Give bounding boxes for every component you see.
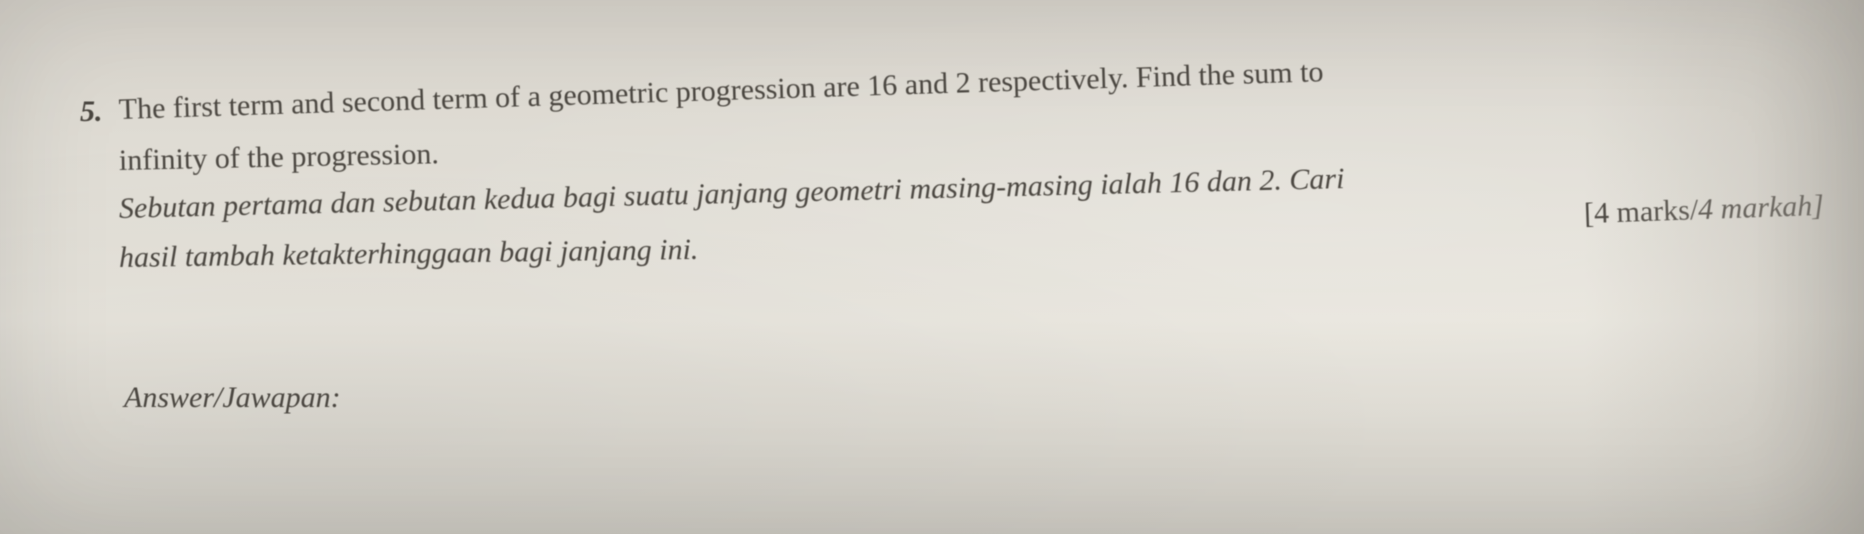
marks-malay: 4 markah] [1698,189,1825,226]
answer-label-malay: Jawapan: [222,381,340,414]
question-block: 5. The first term and second term of a g… [80,95,1804,281]
exam-question-content: 5. The first term and second term of a g… [0,0,1864,415]
answer-label-english: Answer [124,381,214,414]
marks-english: [4 marks [1583,194,1690,231]
answer-label: Answer/Jawapan: [124,381,1804,415]
question-number: 5. [80,95,103,129]
question-body: The first term and second term of a geom… [119,95,1805,281]
